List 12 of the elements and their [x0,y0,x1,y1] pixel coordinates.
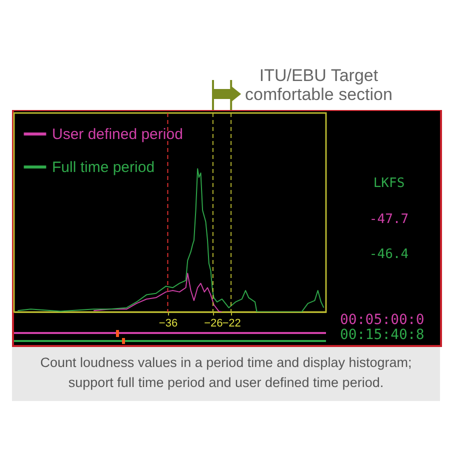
text: 00:05:00:0 [340,312,426,328]
x-tick-label: −26 [204,318,223,330]
x-tick-label: −36 [158,318,178,330]
text: -47.7 [368,212,410,227]
text: -46.4 [368,247,410,262]
text: Count loudness values in a period time and display histogram; support full time period and user defined time period. [39,354,413,392]
text: LKFS [372,176,406,191]
legend-label: User defined period [52,126,183,143]
text: ITU/EBU Target comfortable section [245,66,392,104]
x-tick-label: −22 [222,318,241,330]
legend-label: Full time period [52,159,155,176]
text: 00:15:40:8 [340,327,426,343]
